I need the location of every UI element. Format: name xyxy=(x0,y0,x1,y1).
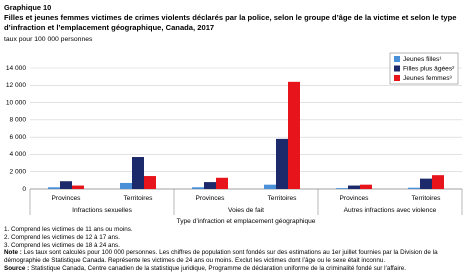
group-label: Voies de fait xyxy=(228,207,264,214)
bar xyxy=(192,187,204,189)
group-label: Autres infractions avec violence xyxy=(344,207,437,214)
chart-label: Graphique 10 xyxy=(4,3,52,12)
y-tick-label: 6 000 xyxy=(9,134,26,141)
legend-label: Jeunes filles¹ xyxy=(403,56,442,63)
bar xyxy=(348,185,360,189)
bar xyxy=(336,188,348,189)
legend-swatch xyxy=(394,56,400,62)
legend-box xyxy=(389,52,459,85)
source-label: Source : xyxy=(4,264,30,272)
bar xyxy=(120,182,132,189)
bar xyxy=(360,184,372,189)
bar xyxy=(264,184,276,189)
footnote: 2. Comprend les victimes de 12 à 17 ans. xyxy=(4,233,120,241)
legend-swatch xyxy=(394,75,400,81)
footnote: 3. Comprend les victimes de 18 à 24 ans. xyxy=(4,241,120,249)
y-axis-label: taux pour 100 000 personnes xyxy=(4,36,93,43)
x-tick-label: Territoires xyxy=(124,195,154,202)
source-text: Statistique Canada, Centre canadien de l… xyxy=(30,264,407,272)
x-tick-label: Territoires xyxy=(268,195,298,202)
footnotes: 1. Comprend les victimes de 11 ans ou mo… xyxy=(4,226,472,273)
x-tick-label: Provinces xyxy=(52,195,82,202)
note: Note : Les taux sont calculés pour 100 0… xyxy=(4,249,472,265)
chart-title: Filles et jeunes femmes victimes de crim… xyxy=(4,13,457,32)
y-tick-label: 10 000 xyxy=(6,99,27,106)
x-tick-label: Provinces xyxy=(196,195,226,202)
footnote: 1. Comprend les victimes de 11 ans ou mo… xyxy=(4,226,133,233)
x-tick-label: Provinces xyxy=(340,195,370,202)
bar xyxy=(204,182,216,189)
bar xyxy=(420,178,432,189)
y-tick-label: 12 000 xyxy=(6,82,27,89)
group-label: Infractions sexuelles xyxy=(72,207,132,214)
bar xyxy=(144,176,156,189)
y-tick-label: 8 000 xyxy=(9,117,26,124)
y-tick-label: 2 000 xyxy=(9,168,26,175)
bar xyxy=(216,177,228,189)
x-tick-label: Territoires xyxy=(412,195,442,202)
note-text: Les taux sont calculés pour 100 000 pers… xyxy=(4,249,438,265)
bar xyxy=(72,185,84,189)
bar xyxy=(432,175,444,189)
legend-label: Filles plus âgées² xyxy=(403,65,455,72)
x-axis-label: Type d’infraction et emplacement géograp… xyxy=(177,218,316,225)
y-tick-label: 14 000 xyxy=(6,65,27,72)
source: Source : Statistique Canada, Centre cana… xyxy=(4,265,472,273)
bar xyxy=(132,157,144,189)
note-label: Note : xyxy=(4,249,22,257)
y-tick-label: 0 xyxy=(22,186,26,193)
bar xyxy=(288,81,300,189)
bar xyxy=(408,187,420,189)
y-tick-label: 4 000 xyxy=(9,151,26,158)
bar xyxy=(276,138,288,189)
bar xyxy=(60,181,72,189)
legend-label: Jeunes femmes³ xyxy=(403,75,453,82)
legend-swatch xyxy=(394,65,400,72)
bar xyxy=(48,187,60,189)
